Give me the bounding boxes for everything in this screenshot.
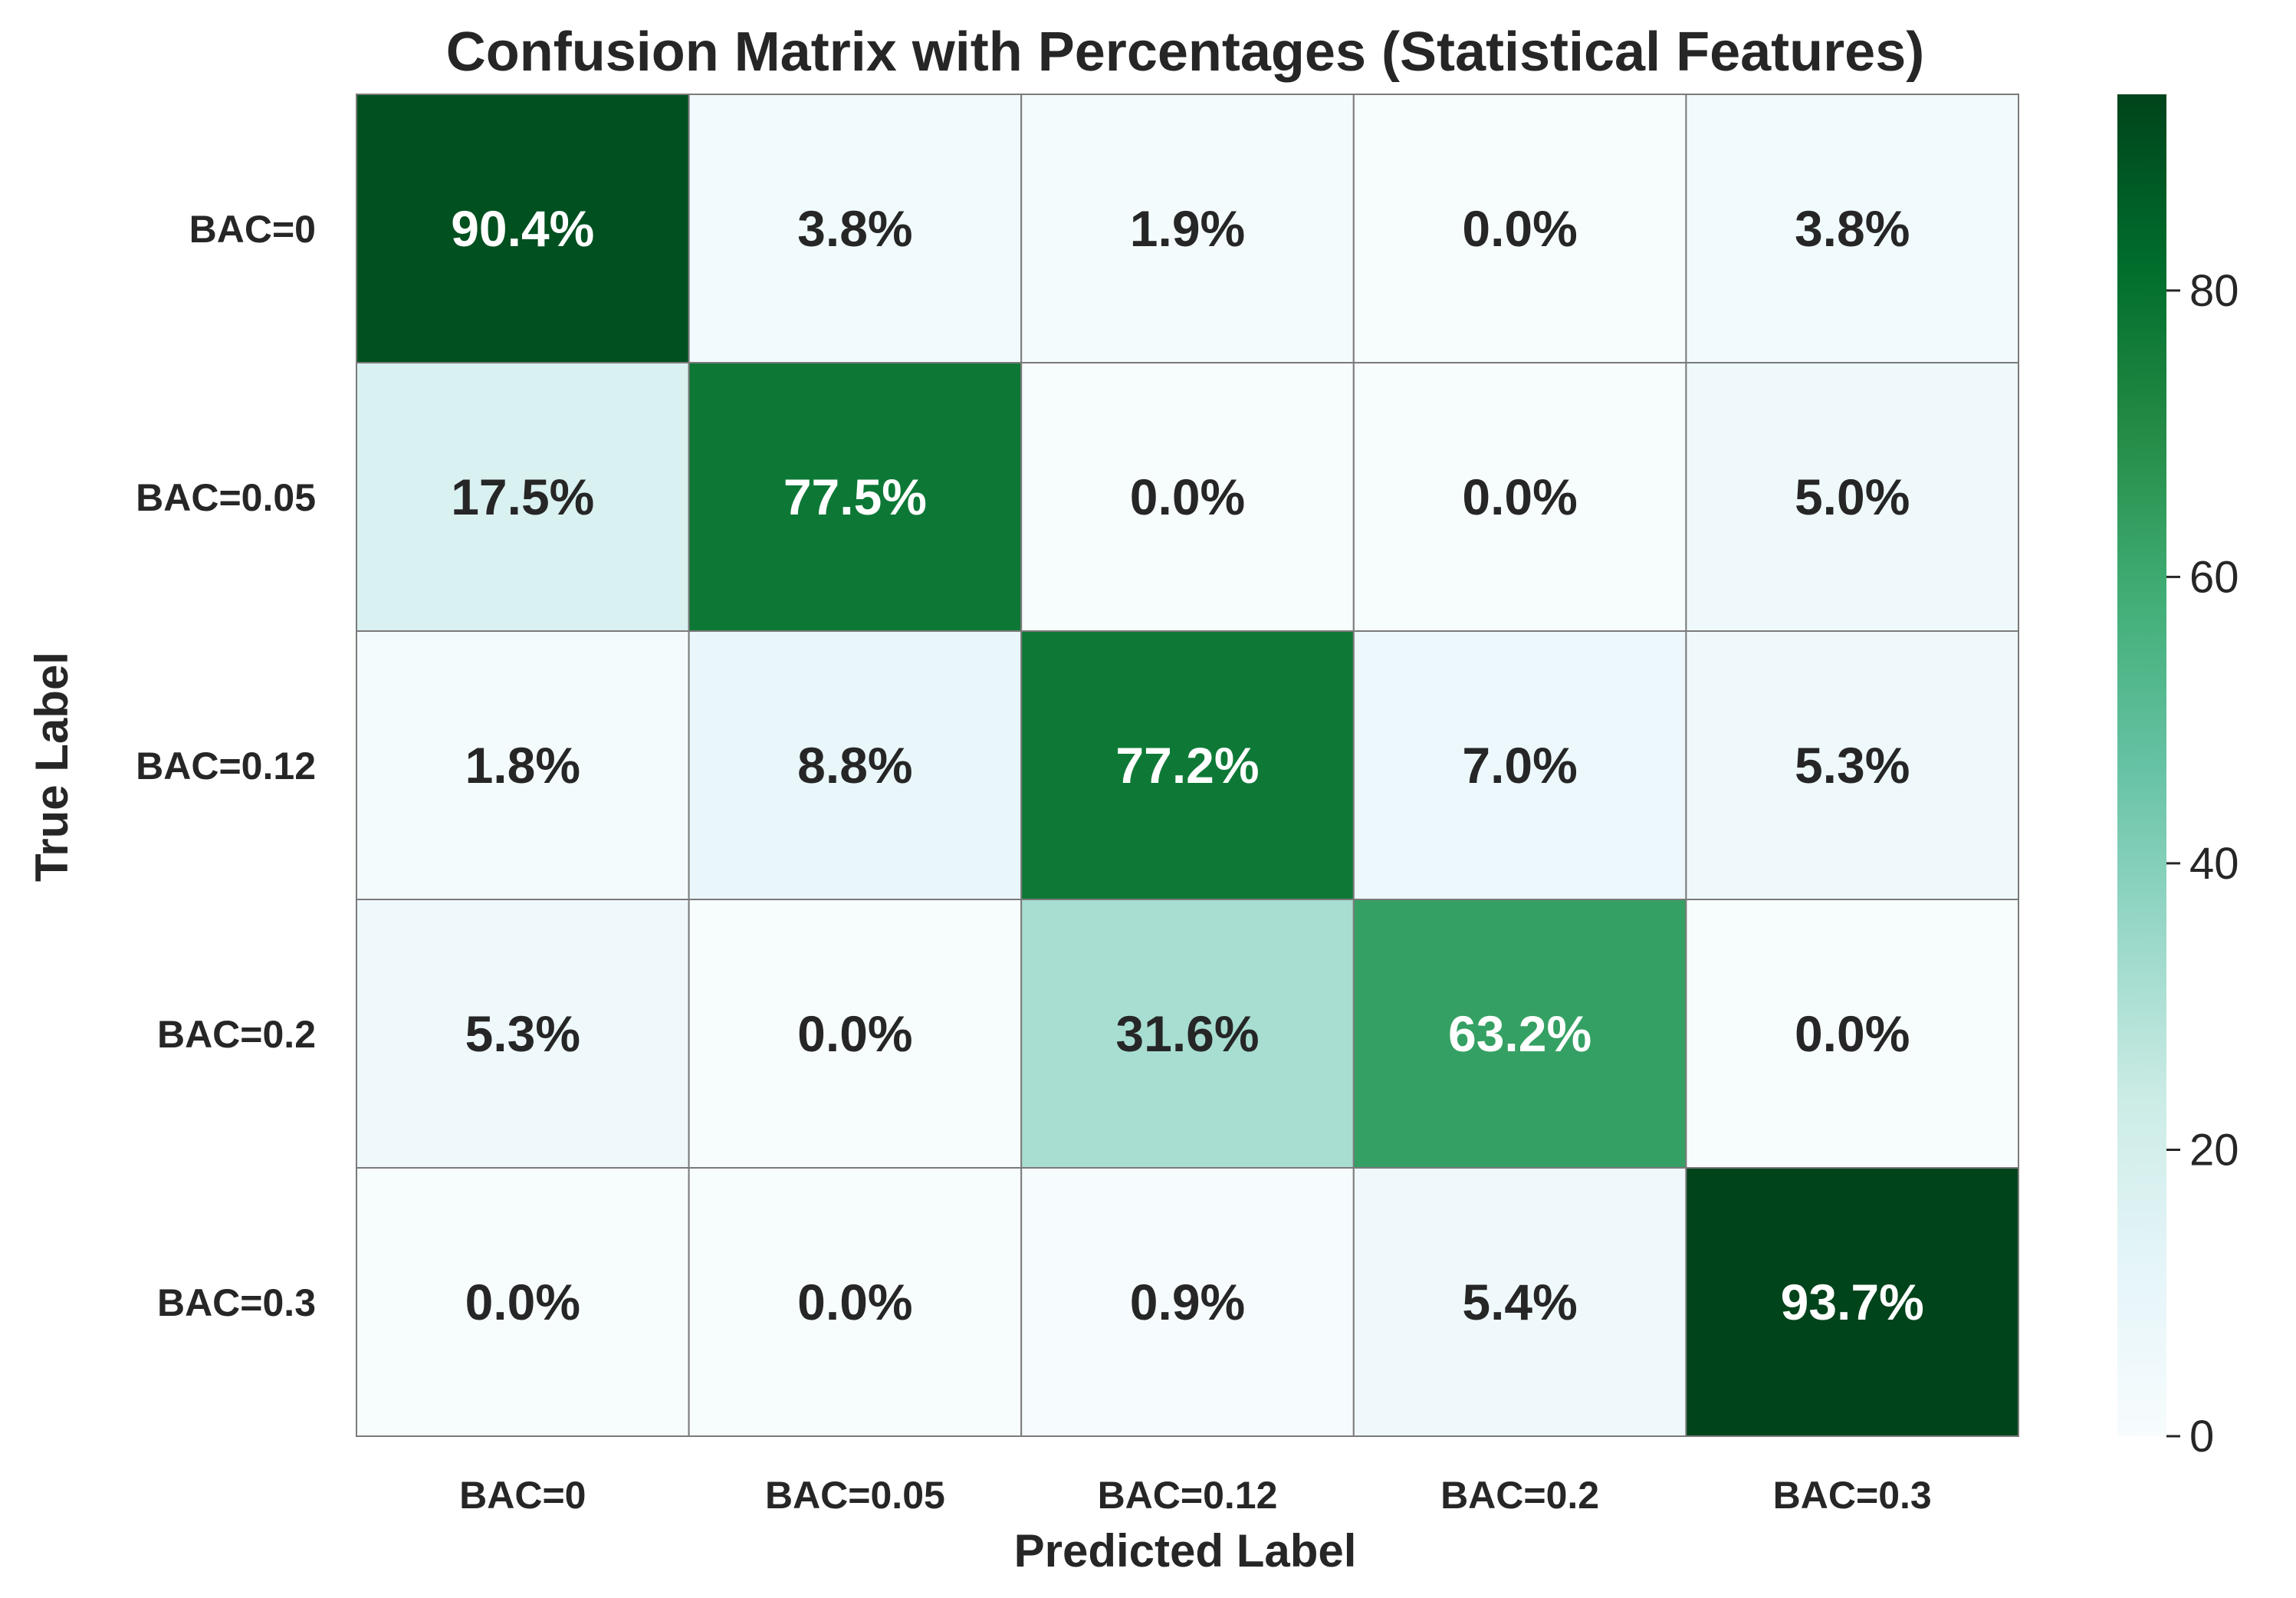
- cell-value-label-r0-c2: 1.9%: [1130, 200, 1245, 257]
- x-tick-label-1: BAC=0.05: [765, 1474, 945, 1517]
- x-axis-ticks: BAC=0 BAC=0.05 BAC=0.12 BAC=0.2 BAC=0.3: [459, 1474, 1932, 1517]
- heatmap-cell-r0-c3: [1352, 94, 1687, 363]
- cell-value-label-r2-c4: 5.3%: [1795, 737, 1910, 794]
- x-tick-label-0: BAC=0: [459, 1474, 586, 1517]
- cell-value-label-r1-c3: 0.0%: [1462, 469, 1577, 525]
- x-tick-label-4: BAC=0.3: [1773, 1474, 1932, 1517]
- cell-value-label-r2-c1: 8.8%: [797, 737, 912, 794]
- colorbar-tick-label-4: 80: [2189, 266, 2239, 316]
- y-tick-label-1: BAC=0.05: [136, 476, 316, 519]
- heatmap-cell-r0-c1: [688, 94, 1023, 363]
- cell-value-label-r0-c0: 90.4%: [451, 200, 594, 257]
- y-tick-label-0: BAC=0: [189, 208, 316, 251]
- chart-title: Confusion Matrix with Percentages (Stati…: [446, 21, 1924, 83]
- cell-value-label-r0-c4: 3.8%: [1795, 200, 1910, 257]
- x-tick-label-2: BAC=0.12: [1098, 1474, 1278, 1517]
- cell-value-label-r4-c0: 0.0%: [465, 1274, 580, 1330]
- heatmap-cell-r3-c3: [1352, 899, 1687, 1169]
- y-axis-ticks: BAC=0 BAC=0.05 BAC=0.12 BAC=0.2 BAC=0.3: [136, 208, 316, 1324]
- cell-value-label-r4-c1: 0.0%: [797, 1274, 912, 1330]
- heatmap-cell-r1-c0: [356, 362, 690, 632]
- cell-value-label-r0-c3: 0.0%: [1462, 200, 1577, 257]
- cell-value-label-r1-c4: 5.0%: [1795, 469, 1910, 525]
- heatmap-cell-r1-c1: [688, 362, 1023, 632]
- cell-value-label-r0-c1: 3.8%: [797, 200, 912, 257]
- cell-value-label-r3-c1: 0.0%: [797, 1005, 912, 1062]
- cell-value-label-r2-c3: 7.0%: [1462, 737, 1577, 794]
- heatmap-cell-labels: 90.4% 3.8% 1.9% 0.0% 3.8% 17.5% 77.5% 0.0% 0.0% 5…: [451, 200, 1924, 1330]
- heatmap-cell-r2-c1: [688, 630, 1023, 900]
- y-axis-title: True Label: [26, 652, 77, 882]
- cell-value-label-r3-c4: 0.0%: [1795, 1005, 1910, 1062]
- colorbar-tick-label-2: 40: [2189, 839, 2239, 889]
- heatmap-cell-r2-c3: [1352, 630, 1687, 900]
- cell-value-label-r2-c0: 1.8%: [465, 737, 580, 794]
- heatmap-cell-r4-c4: [1685, 1167, 2019, 1437]
- heatmap-cell-r3-c1: [688, 899, 1023, 1169]
- heatmap-cell-r2-c2: [1020, 630, 1355, 900]
- heatmap-cell-r3-c2: [1020, 899, 1355, 1169]
- y-tick-label-3: BAC=0.2: [157, 1013, 316, 1056]
- colorbar-tick-label-0: 0: [2189, 1412, 2214, 1462]
- heatmap-cell-r1-c2: [1020, 362, 1355, 632]
- heatmap-cell-r4-c0: [356, 1167, 690, 1437]
- heatmap-cell-r4-c1: [688, 1167, 1023, 1437]
- heatmap-cell-r3-c4: [1685, 899, 2019, 1169]
- colorbar-tick-label-3: 60: [2189, 552, 2239, 602]
- colorbar: [2117, 94, 2166, 1436]
- y-tick-label-4: BAC=0.3: [157, 1281, 316, 1324]
- cell-value-label-r1-c1: 77.5%: [783, 469, 927, 525]
- y-tick-label-2: BAC=0.12: [136, 745, 316, 787]
- heatmap-cell-r0-c0: [356, 94, 690, 363]
- heatmap-cell-r1-c4: [1685, 362, 2019, 632]
- heatmap-cell-r0-c4: [1685, 94, 2019, 363]
- cell-value-label-r3-c0: 5.3%: [465, 1005, 580, 1062]
- heatmap-cell-r3-c0: [356, 899, 690, 1169]
- cell-value-label-r2-c2: 77.2%: [1115, 737, 1259, 794]
- heatmap-cell-r4-c2: [1020, 1167, 1355, 1437]
- cell-value-label-r4-c4: 93.7%: [1781, 1274, 1924, 1330]
- heatmap-cells: [356, 94, 2019, 1437]
- colorbar-tick-label-1: 20: [2189, 1125, 2239, 1175]
- heatmap-cell-r0-c2: [1020, 94, 1355, 363]
- heatmap-cell-r2-c4: [1685, 630, 2019, 900]
- cell-value-label-r1-c0: 17.5%: [451, 469, 594, 525]
- cell-value-label-r3-c3: 63.2%: [1448, 1005, 1591, 1062]
- cell-value-label-r1-c2: 0.0%: [1130, 469, 1245, 525]
- x-tick-label-3: BAC=0.2: [1440, 1474, 1599, 1517]
- x-axis-title: Predicted Label: [1014, 1525, 1357, 1577]
- colorbar-ticks: 0 20 40 60 80: [2166, 266, 2239, 1462]
- cell-value-label-r4-c3: 5.4%: [1462, 1274, 1577, 1330]
- cell-value-label-r4-c2: 0.9%: [1130, 1274, 1245, 1330]
- cell-value-label-r3-c2: 31.6%: [1115, 1005, 1259, 1062]
